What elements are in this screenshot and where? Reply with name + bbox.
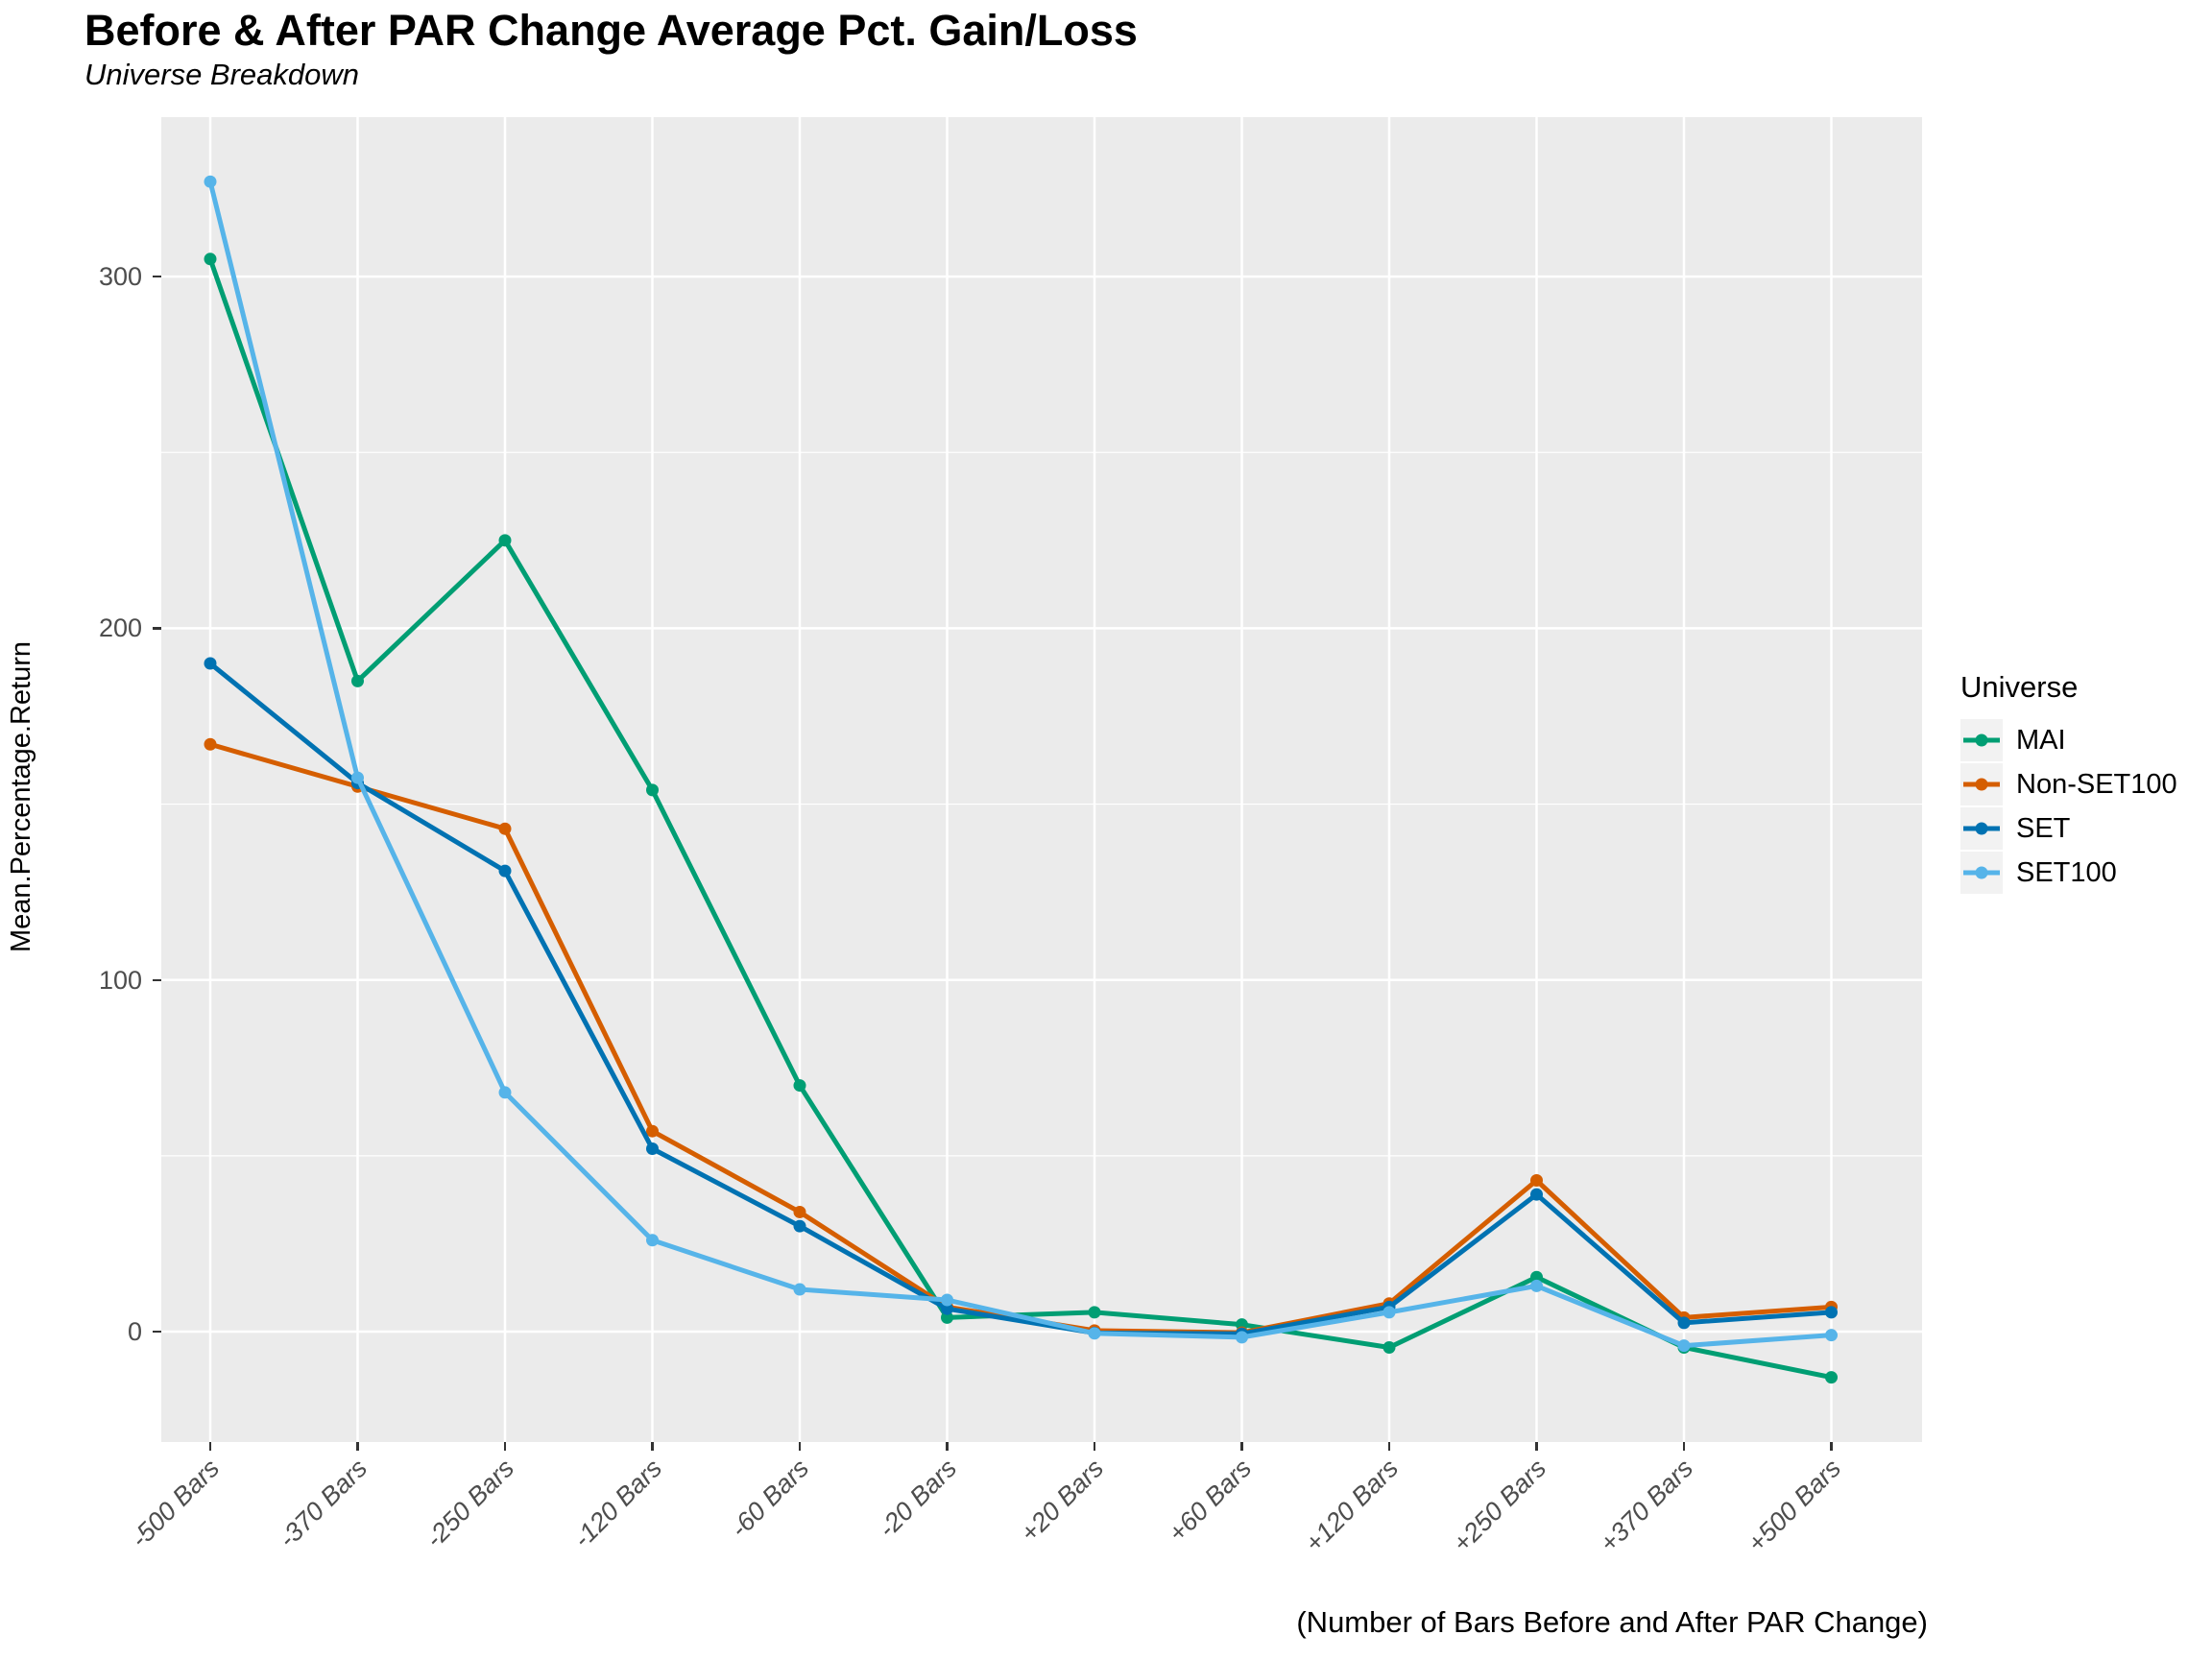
data-point-SET <box>1825 1306 1838 1319</box>
series-line-SET <box>208 661 1832 1336</box>
series-line-Non-SET100 <box>209 741 1832 1335</box>
data-point-Non-SET100 <box>793 1205 806 1218</box>
data-point-Non-SET100 <box>1530 1173 1543 1187</box>
data-point-SET <box>204 657 217 670</box>
x-tick-label: -20 Bars <box>872 1454 962 1544</box>
y-tick-label: 300 <box>98 262 142 292</box>
x-tick-mark <box>798 1442 802 1451</box>
data-point-MAI <box>1530 1270 1543 1284</box>
data-point-SET100 <box>204 175 217 188</box>
y-tick-label: 100 <box>98 965 142 995</box>
legend-item-label: SET100 <box>2016 856 2117 888</box>
data-point-SET100 <box>941 1293 953 1307</box>
data-point-MAI <box>1382 1340 1396 1354</box>
x-tick-mark <box>1830 1442 1833 1451</box>
data-point-SET100 <box>1382 1306 1396 1319</box>
legend-items: MAI Non-SET100 SET SET100 <box>1960 718 2177 895</box>
x-tick-label: +20 Bars <box>1015 1454 1110 1549</box>
x-tick-label: +250 Bars <box>1446 1454 1551 1558</box>
legend-item-SET: SET <box>1960 806 2177 851</box>
x-tick-mark <box>1387 1442 1391 1451</box>
legend-item-MAI: MAI <box>1960 718 2177 762</box>
data-point-MAI <box>1825 1371 1838 1384</box>
x-tick-mark <box>356 1442 359 1451</box>
y-axis-title: Mean.Percentage.Return <box>6 640 36 953</box>
legend-title: Universe <box>1960 670 2079 704</box>
legend-item-label: SET <box>2016 812 2071 844</box>
data-point-Non-SET100 <box>498 822 512 835</box>
legend-key-icon <box>1960 852 2003 894</box>
data-point-SET100 <box>1677 1339 1691 1353</box>
x-tick-label: -60 Bars <box>724 1454 815 1544</box>
data-point-SET <box>498 864 512 878</box>
data-point-MAI <box>793 1079 806 1093</box>
legend: Universe MAI Non-SET100 SET SET100 <box>1960 670 2177 895</box>
series-line-MAI <box>207 257 1832 1381</box>
data-point-SET <box>646 1142 659 1156</box>
x-tick-label: -250 Bars <box>420 1454 520 1553</box>
y-tick-mark <box>153 1330 161 1334</box>
legend-key-icon <box>1960 719 2003 761</box>
data-point-MAI <box>204 252 217 266</box>
line-chart <box>161 117 1922 1442</box>
x-tick-label: -120 Bars <box>566 1454 667 1553</box>
chart-title: Before & After PAR Change Average Pct. G… <box>84 6 1138 55</box>
data-point-MAI <box>941 1310 953 1324</box>
data-point-MAI <box>351 674 364 687</box>
data-point-SET100 <box>1530 1279 1543 1292</box>
x-tick-mark <box>1093 1442 1096 1451</box>
x-axis-caption: (Number of Bars Before and After PAR Cha… <box>1296 1605 1928 1639</box>
x-tick-mark <box>503 1442 507 1451</box>
y-tick-label: 200 <box>98 613 142 643</box>
legend-item-label: Non-SET100 <box>2016 768 2177 800</box>
data-point-SET <box>1677 1316 1691 1330</box>
data-point-SET100 <box>351 771 364 784</box>
data-point-Non-SET100 <box>646 1124 659 1138</box>
x-tick-label: -500 Bars <box>125 1454 226 1553</box>
data-point-MAI <box>1088 1306 1101 1319</box>
x-tick-label: +120 Bars <box>1299 1454 1405 1558</box>
x-tick-label: -370 Bars <box>272 1454 373 1553</box>
y-tick-label: 0 <box>127 1317 142 1346</box>
data-point-SET100 <box>1088 1327 1101 1340</box>
x-tick-mark <box>208 1442 212 1451</box>
x-tick-mark <box>946 1442 949 1451</box>
x-tick-label: +60 Bars <box>1162 1454 1257 1549</box>
chart-subtitle: Universe Breakdown <box>84 58 360 91</box>
legend-item-Non-SET100: Non-SET100 <box>1960 762 2177 806</box>
data-point-SET100 <box>793 1283 806 1296</box>
x-tick-label: +370 Bars <box>1594 1454 1699 1558</box>
data-point-Non-SET100 <box>204 737 217 751</box>
x-tick-mark <box>651 1442 654 1451</box>
data-point-SET100 <box>1825 1329 1838 1342</box>
data-point-MAI <box>646 783 659 797</box>
x-tick-mark <box>1240 1442 1243 1451</box>
data-point-SET100 <box>646 1234 659 1247</box>
x-tick-mark <box>1682 1442 1686 1451</box>
series-line-SET100 <box>207 180 1832 1349</box>
data-point-MAI <box>498 534 512 547</box>
x-tick-label: +500 Bars <box>1741 1454 1846 1558</box>
data-point-SET <box>941 1302 953 1315</box>
data-point-SET <box>1530 1188 1543 1201</box>
y-tick-mark <box>153 627 161 630</box>
legend-key-icon <box>1960 807 2003 850</box>
y-tick-mark <box>153 978 161 981</box>
legend-item-SET100: SET100 <box>1960 851 2177 895</box>
x-tick-mark <box>1535 1442 1538 1451</box>
legend-key-icon <box>1960 763 2003 805</box>
y-tick-mark <box>153 275 161 278</box>
data-point-SET100 <box>1236 1331 1248 1344</box>
data-point-SET <box>793 1219 806 1233</box>
plot-panel <box>161 117 1922 1442</box>
legend-item-label: MAI <box>2016 724 2066 756</box>
data-point-SET100 <box>498 1086 512 1099</box>
